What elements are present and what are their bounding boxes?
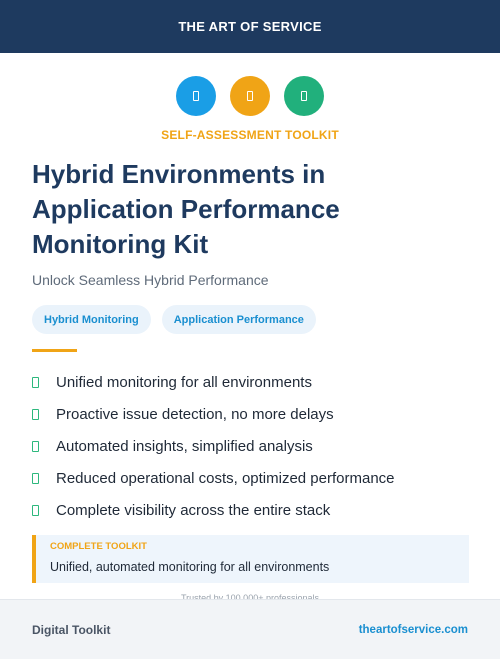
document-icon-orange <box>230 76 270 116</box>
document-icon <box>301 91 307 101</box>
check-icon <box>32 440 39 452</box>
check-icon <box>32 472 39 484</box>
brand-name: THE ART OF SERVICE <box>178 19 322 34</box>
feature-text: Automated insights, simplified analysis <box>56 437 313 455</box>
footer: Digital Toolkit theartofservice.com <box>0 599 500 659</box>
eyebrow-label: SELF-ASSESSMENT TOOLKIT <box>161 128 339 142</box>
page-title: Hybrid Environments in Application Perfo… <box>32 159 340 259</box>
document-icon <box>247 91 253 101</box>
icon-row <box>0 76 500 116</box>
feature-item: Proactive issue detection, no more delay… <box>32 398 395 430</box>
footer-label: Digital Toolkit <box>32 622 111 637</box>
feature-list: Unified monitoring for all environments … <box>32 366 395 526</box>
feature-text: Reduced operational costs, optimized per… <box>56 469 395 487</box>
feature-item: Reduced operational costs, optimized per… <box>32 462 395 494</box>
top-banner: THE ART OF SERVICE <box>0 0 500 53</box>
callout-label: COMPLETE TOOLKIT <box>50 541 147 552</box>
feature-item: Complete visibility across the entire st… <box>32 494 395 526</box>
accent-rule <box>32 349 77 352</box>
tag-hybrid-monitoring: Hybrid Monitoring <box>32 305 151 334</box>
feature-item: Automated insights, simplified analysis <box>32 430 395 462</box>
tag-application-performance: Application Performance <box>161 305 316 334</box>
check-icon <box>32 408 39 420</box>
website-link[interactable]: theartofservice.com <box>358 623 468 636</box>
check-icon <box>32 504 39 516</box>
feature-text: Proactive issue detection, no more delay… <box>56 405 334 423</box>
feature-item: Unified monitoring for all environments <box>32 366 395 398</box>
feature-text: Complete visibility across the entire st… <box>56 501 331 519</box>
subtitle: Unlock Seamless Hybrid Performance <box>32 272 269 288</box>
check-icon <box>32 376 39 388</box>
feature-text: Unified monitoring for all environments <box>56 373 312 391</box>
callout-box: COMPLETE TOOLKIT Unified, automated moni… <box>32 535 469 583</box>
document-icon-blue <box>176 76 216 116</box>
trusted-note: Trusted by 100,000+ professionals <box>180 593 319 603</box>
document-icon-green <box>284 76 324 116</box>
document-icon <box>193 91 199 101</box>
callout-text: Unified, automated monitoring for all en… <box>50 560 330 574</box>
tag-list: Hybrid Monitoring Application Performanc… <box>32 305 316 334</box>
